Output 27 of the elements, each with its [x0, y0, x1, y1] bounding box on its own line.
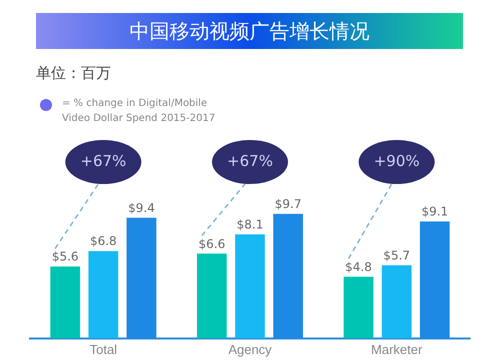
text: +67% — [80, 152, 126, 170]
x-tick-label: Marketer — [371, 342, 423, 357]
x-tick-label: Total — [90, 342, 118, 357]
bar — [88, 251, 118, 338]
data-label: $4.8 — [345, 260, 372, 274]
bar — [382, 265, 412, 338]
bar — [126, 218, 156, 338]
chart-title: 中国移动视频广告增长情况 — [36, 13, 463, 49]
data-label: $6.8 — [90, 234, 117, 248]
data-label: $5.7 — [383, 248, 410, 262]
bar — [196, 254, 227, 338]
data-label: $8.1 — [236, 218, 264, 232]
text: +90% — [374, 152, 420, 170]
data-label: $9.7 — [274, 196, 302, 211]
bar — [420, 222, 450, 338]
bar — [235, 234, 265, 338]
data-label: $9.1 — [421, 204, 448, 219]
bar — [273, 214, 304, 338]
bar — [344, 276, 374, 338]
text: = % change in Digital/Mobile Video Dollar Spend 2015-2017 — [62, 97, 216, 126]
x-tick-label: Agency — [228, 342, 272, 357]
text: +67% — [227, 152, 273, 170]
data-label: $5.6 — [52, 250, 79, 264]
data-label: $9.4 — [128, 200, 155, 215]
chart-subtitle: 单位：百万 — [36, 64, 111, 83]
bar — [50, 266, 80, 338]
data-label: $6.6 — [198, 236, 226, 251]
